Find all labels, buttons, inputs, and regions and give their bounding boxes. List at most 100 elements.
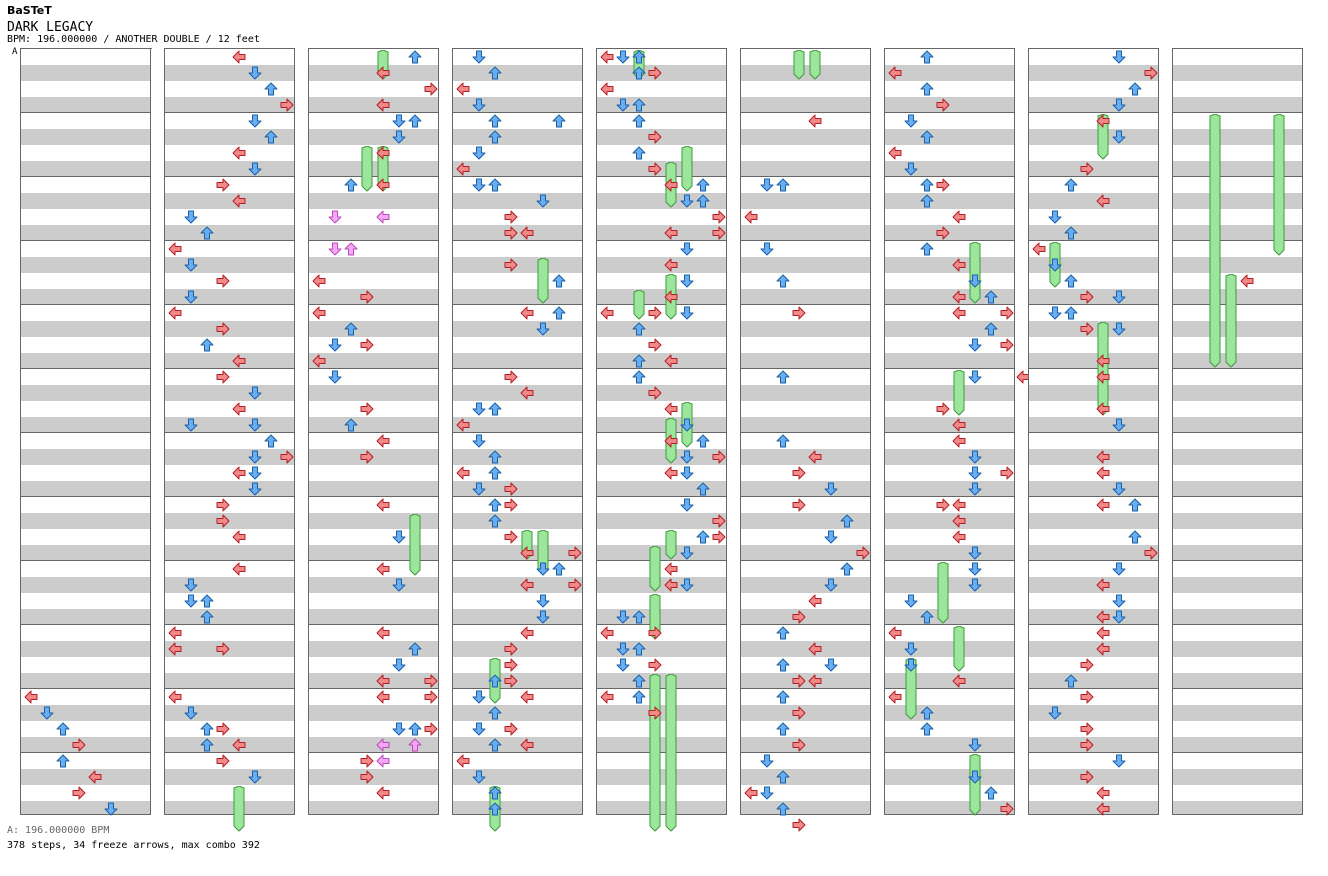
- measure-line: [21, 304, 150, 305]
- step-arrow-left: [24, 690, 38, 704]
- step-arrow-up: [920, 50, 934, 64]
- measure-line: [165, 688, 294, 689]
- step-arrow-left: [376, 98, 390, 112]
- measure-line: [165, 304, 294, 305]
- step-arrow-down: [40, 706, 54, 720]
- step-arrow-up: [632, 354, 646, 368]
- step-arrow-left: [168, 626, 182, 640]
- step-arrow-right: [1080, 770, 1094, 784]
- step-arrow-down: [904, 642, 918, 656]
- step-arrow-left: [952, 306, 966, 320]
- step-arrow-left: [600, 690, 614, 704]
- freeze-arrow: [680, 146, 694, 192]
- step-arrow-down: [1112, 418, 1126, 432]
- step-arrow-right: [568, 546, 582, 560]
- step-arrow-down: [472, 402, 486, 416]
- step-arrow-right: [648, 706, 662, 720]
- chart-summary: 378 steps, 34 freeze arrows, max combo 3…: [7, 840, 260, 851]
- measure-line: [597, 240, 726, 241]
- measure-line: [309, 368, 438, 369]
- step-arrow-right: [792, 498, 806, 512]
- measure-line: [21, 432, 150, 433]
- step-arrow-down: [248, 450, 262, 464]
- measure-line: [885, 688, 1014, 689]
- step-arrow-down: [248, 162, 262, 176]
- step-arrow-down: [184, 594, 198, 608]
- measure-line: [309, 304, 438, 305]
- step-arrow-down: [472, 146, 486, 160]
- step-arrow-down: [328, 210, 342, 224]
- step-arrow-down: [392, 530, 406, 544]
- step-arrow-left: [952, 514, 966, 528]
- step-arrow-up: [1064, 674, 1078, 688]
- measure-line: [165, 752, 294, 753]
- step-arrow-down: [1112, 562, 1126, 576]
- step-arrow-right: [712, 210, 726, 224]
- step-arrow-down: [680, 450, 694, 464]
- step-arrow-up: [776, 690, 790, 704]
- step-arrow-left: [376, 178, 390, 192]
- measure-line: [597, 368, 726, 369]
- step-arrow-right: [792, 706, 806, 720]
- step-arrow-left: [520, 306, 534, 320]
- step-arrow-left: [232, 738, 246, 752]
- step-arrow-up: [56, 754, 70, 768]
- measure-line: [885, 496, 1014, 497]
- step-arrow-left: [456, 82, 470, 96]
- step-arrow-left: [600, 306, 614, 320]
- step-arrow-down: [392, 658, 406, 672]
- measure-line: [453, 432, 582, 433]
- step-arrow-right: [360, 402, 374, 416]
- step-arrow-left: [376, 146, 390, 160]
- step-arrow-up: [632, 98, 646, 112]
- step-arrow-down: [248, 482, 262, 496]
- freeze-arrow: [936, 562, 950, 624]
- step-arrow-right: [216, 322, 230, 336]
- step-arrow-right: [712, 514, 726, 528]
- step-arrow-down: [616, 50, 630, 64]
- chart-column: [20, 48, 151, 816]
- measure-line: [165, 624, 294, 625]
- step-arrow-right: [1000, 466, 1014, 480]
- step-arrow-down: [1112, 610, 1126, 624]
- measure-line: [597, 496, 726, 497]
- step-arrow-left: [232, 146, 246, 160]
- step-arrow-right: [568, 578, 582, 592]
- measure-line: [1029, 112, 1158, 113]
- measure-line: [597, 752, 726, 753]
- step-arrow-left: [952, 674, 966, 688]
- step-arrow-down: [616, 642, 630, 656]
- step-arrow-up: [488, 130, 502, 144]
- step-arrow-down: [184, 578, 198, 592]
- step-arrow-left: [168, 642, 182, 656]
- step-arrow-down: [328, 370, 342, 384]
- step-arrow-right: [648, 338, 662, 352]
- freeze-arrow: [904, 658, 918, 720]
- freeze-arrow: [1096, 114, 1110, 160]
- chart-column: [596, 48, 727, 832]
- step-arrow-right: [216, 274, 230, 288]
- step-arrow-up: [552, 562, 566, 576]
- step-arrow-right: [1144, 66, 1158, 80]
- measure-line: [1173, 240, 1302, 241]
- measure-line: [597, 176, 726, 177]
- step-arrow-left: [1096, 466, 1110, 480]
- step-arrow-down: [248, 466, 262, 480]
- step-arrow-right: [648, 658, 662, 672]
- step-arrow-right: [504, 370, 518, 384]
- step-arrow-right: [216, 370, 230, 384]
- step-arrow-right: [216, 722, 230, 736]
- step-arrow-up: [632, 146, 646, 160]
- step-arrow-down: [392, 578, 406, 592]
- step-arrow-left: [952, 530, 966, 544]
- step-arrow-left: [312, 354, 326, 368]
- step-arrow-up: [776, 626, 790, 640]
- step-arrow-left: [376, 786, 390, 800]
- step-arrow-up: [920, 130, 934, 144]
- step-arrow-up: [920, 242, 934, 256]
- chart-column: [308, 48, 439, 815]
- step-arrow-right: [504, 674, 518, 688]
- measure-line: [453, 560, 582, 561]
- step-arrow-up: [488, 498, 502, 512]
- measure-line: [165, 560, 294, 561]
